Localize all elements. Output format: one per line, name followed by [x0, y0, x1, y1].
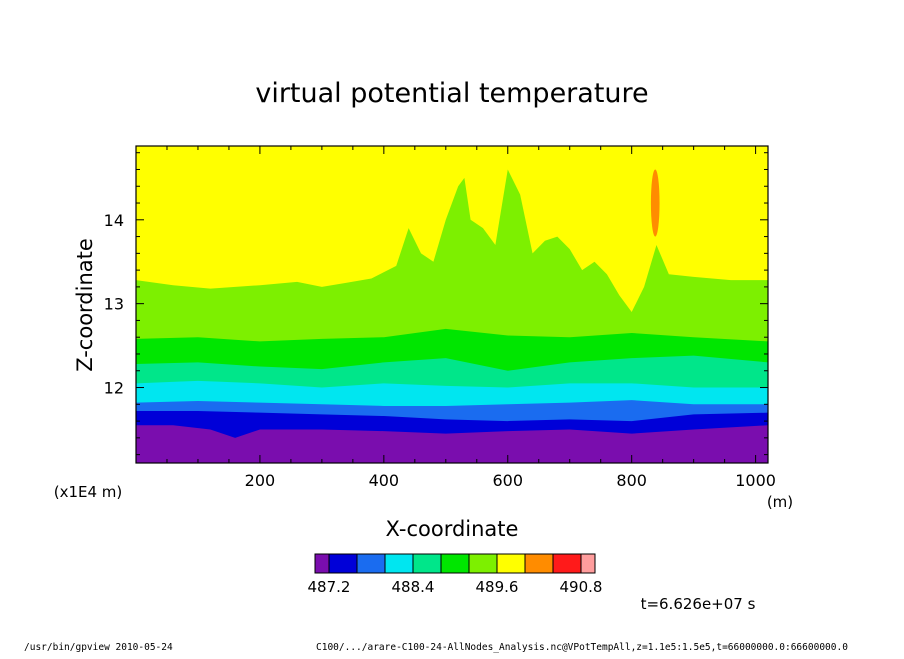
colorbar: 487.2 488.4 489.6 490.8: [308, 553, 603, 596]
axes: 200 400 600 800 1000 12 13 14: [104, 145, 776, 490]
colorbar-swatch: [468, 553, 498, 574]
x-axis-unit: (m): [767, 493, 793, 511]
colorbar-label: 489.6: [476, 578, 519, 596]
colorbar-label: 490.8: [560, 578, 603, 596]
footer-left: /usr/bin/gpview 2010-05-24: [24, 642, 173, 653]
colorbar-swatch: [384, 553, 414, 574]
contour-hotspot: [650, 169, 660, 237]
footer-right: C100/.../arare-C100-24-AllNodes_Analysis…: [316, 642, 848, 653]
colorbar-swatch: [412, 553, 442, 574]
chart-title: virtual potential temperature: [255, 78, 648, 109]
x-tick-label: 600: [492, 471, 523, 490]
y-tick-label: 12: [104, 379, 124, 398]
plot-frame: [135, 145, 769, 464]
colorbar-label: 487.2: [308, 578, 351, 596]
plot-area: [136, 146, 768, 463]
colorbar-swatch: [314, 553, 330, 574]
colorbar-swatch: [580, 553, 596, 574]
y-tick-label: 13: [104, 295, 124, 314]
y-axis-label: Z-coordinate: [73, 238, 97, 372]
colorbar-swatch: [328, 553, 358, 574]
contour-band-7: [136, 146, 768, 313]
colorbar-swatch: [440, 553, 470, 574]
y-axis-unit: (x1E4 m): [54, 483, 123, 501]
x-tick-label: 800: [616, 471, 647, 490]
x-tick-label: 1000: [735, 471, 776, 490]
x-axis-label: X-coordinate: [386, 517, 519, 541]
x-tick-label: 200: [245, 471, 276, 490]
colorbar-swatch: [524, 553, 554, 574]
colorbar-swatch: [496, 553, 526, 574]
colorbar-swatch: [552, 553, 582, 574]
time-label: t=6.626e+07 s: [641, 595, 756, 613]
colorbar-label: 488.4: [392, 578, 435, 596]
y-tick-label: 14: [104, 211, 124, 230]
colorbar-swatch: [356, 553, 386, 574]
x-tick-label: 400: [369, 471, 400, 490]
